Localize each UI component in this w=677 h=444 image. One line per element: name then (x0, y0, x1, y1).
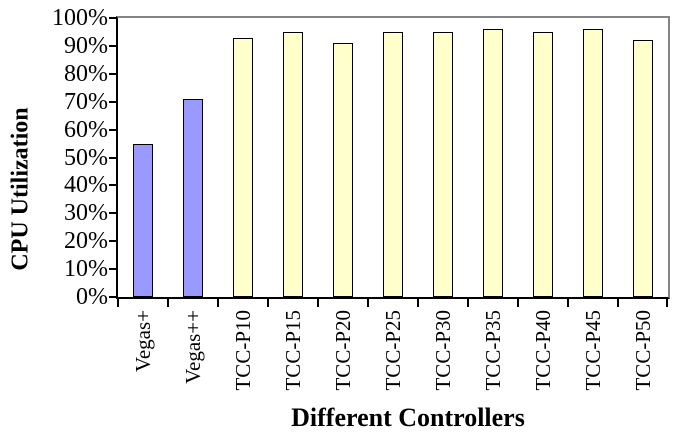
bar (433, 32, 453, 297)
y-tick-label: 40% (64, 172, 108, 199)
bar (383, 32, 403, 297)
x-category-label-text: TCC-P35 (480, 310, 505, 391)
x-category-label-text: Vegas++ (180, 310, 205, 384)
x-category-label: TCC-P15 (268, 310, 318, 402)
y-axis-tick (109, 156, 117, 159)
y-axis-tick (109, 268, 117, 271)
x-category-label-text: Vegas+ (130, 310, 155, 372)
x-axis-tick (517, 299, 519, 307)
y-tick-label: 30% (64, 200, 108, 227)
x-category-label: Vegas+ (118, 310, 168, 402)
x-category-label: TCC-P10 (218, 310, 268, 402)
y-axis-tick (109, 128, 117, 131)
x-category-label: TCC-P30 (418, 310, 468, 402)
y-axis-tick (109, 72, 117, 75)
bar (533, 32, 553, 297)
bar (583, 29, 603, 297)
x-axis-tick (617, 299, 619, 307)
x-axis-tick (417, 299, 419, 307)
x-category-label-text: TCC-P30 (430, 310, 455, 391)
x-category-label: TCC-P50 (618, 310, 668, 402)
y-axis-tick (109, 100, 117, 103)
x-category-label: TCC-P25 (368, 310, 418, 402)
x-category-label-text: TCC-P45 (580, 310, 605, 391)
x-axis-tick (267, 299, 269, 307)
bar (333, 43, 353, 297)
x-axis-title: Different Controllers (291, 403, 525, 432)
y-tick-label: 20% (64, 228, 108, 255)
y-axis-tick (109, 17, 117, 19)
x-category-label: TCC-P40 (518, 310, 568, 402)
y-tick-label: 10% (64, 256, 108, 283)
y-axis-tick (109, 184, 117, 187)
bar (483, 29, 503, 297)
x-axis-tick (666, 299, 668, 307)
x-category-label: Vegas++ (168, 310, 218, 402)
x-axis-tick (167, 299, 169, 307)
y-axis-tick (109, 240, 117, 243)
bar (233, 38, 253, 297)
x-category-label: TCC-P20 (318, 310, 368, 402)
x-axis-tick (117, 299, 119, 307)
x-axis-tick (317, 299, 319, 307)
y-tick-label: 100% (52, 5, 108, 31)
x-category-label-text: TCC-P15 (280, 310, 305, 391)
bar (633, 40, 653, 297)
y-tick-label: 0% (76, 284, 108, 310)
plot-area (116, 16, 670, 299)
x-category-label-text: TCC-P40 (530, 310, 555, 391)
x-category-label-text: TCC-P25 (380, 310, 405, 391)
bar (183, 99, 203, 297)
y-tick-label: 70% (64, 88, 108, 115)
x-axis-tick (567, 299, 569, 307)
x-category-label: TCC-P35 (468, 310, 518, 402)
x-category-label-text: TCC-P10 (230, 310, 255, 391)
y-axis-tick (109, 44, 117, 47)
y-axis-tick (109, 296, 117, 298)
y-tick-label: 80% (64, 60, 108, 87)
x-category-label-text: TCC-P20 (330, 310, 355, 391)
x-category-label-text: TCC-P50 (630, 310, 655, 391)
x-category-label: TCC-P45 (568, 310, 618, 402)
y-tick-label: 50% (64, 144, 108, 171)
y-axis-tick (109, 212, 117, 215)
x-axis-tick (467, 299, 469, 307)
y-tick-label: 60% (64, 116, 108, 143)
bar (133, 144, 153, 297)
y-tick-label: 90% (64, 32, 108, 59)
x-axis-tick (217, 299, 219, 307)
bar (283, 32, 303, 297)
x-axis-tick (367, 299, 369, 307)
